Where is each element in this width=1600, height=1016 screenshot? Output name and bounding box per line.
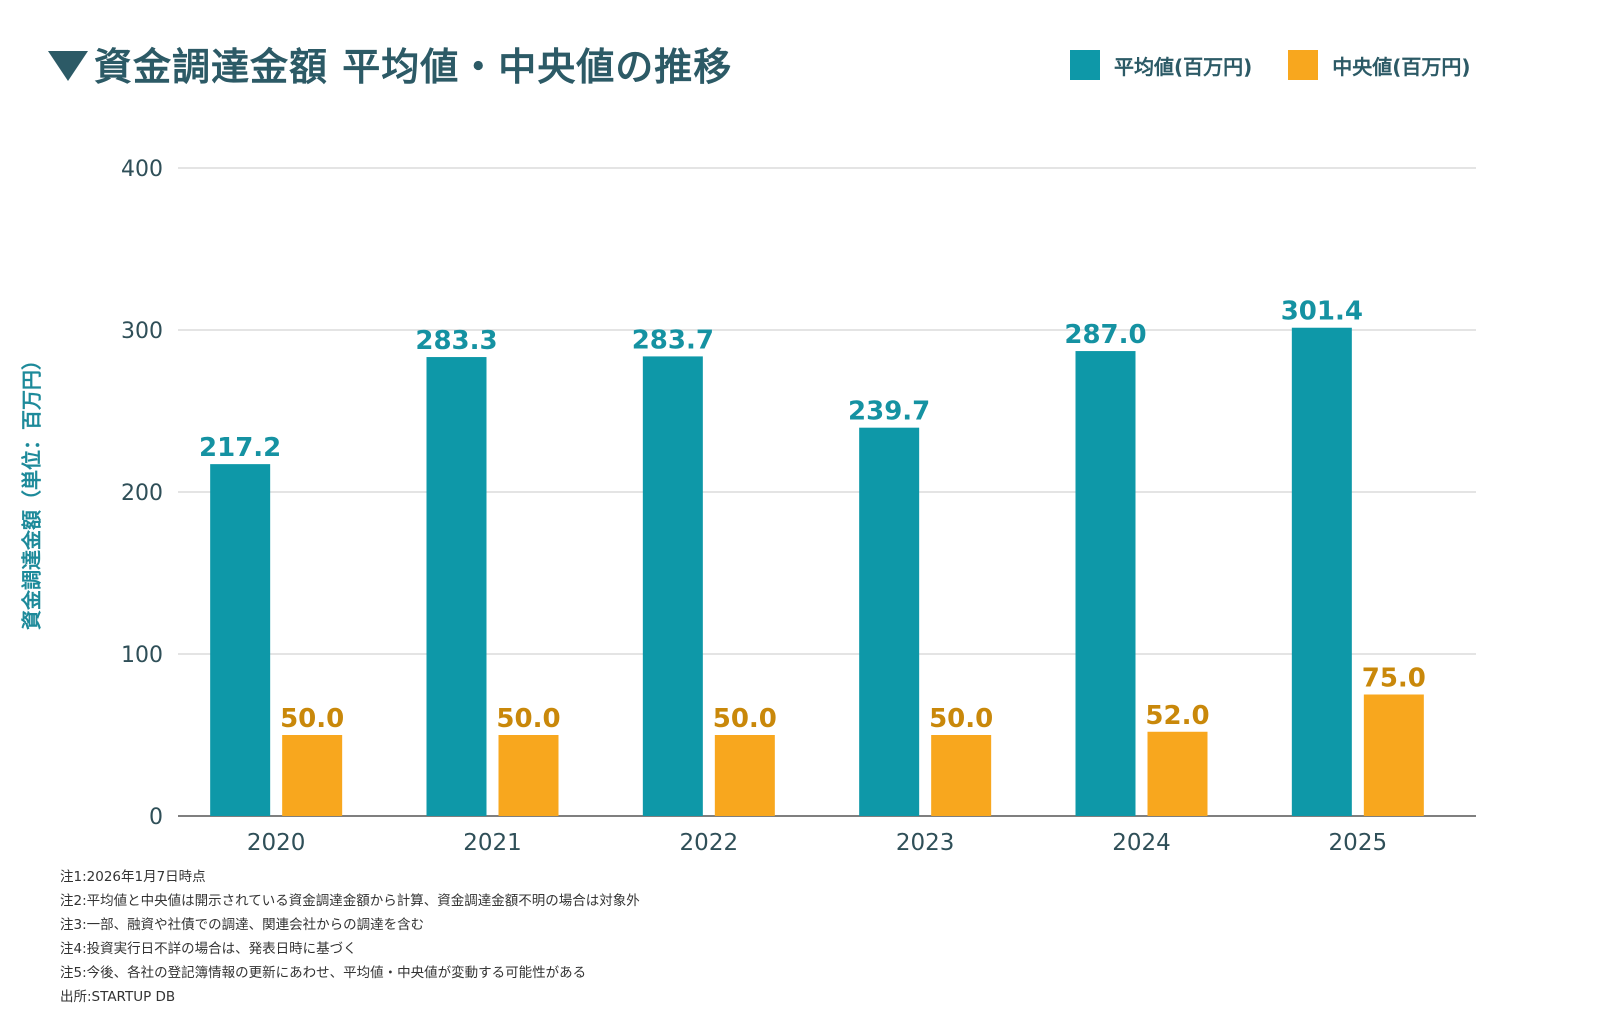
data-label-median: 75.0 <box>1362 664 1426 694</box>
footnote: 注4:投資実行日不詳の場合は、発表日時に基づく <box>60 941 357 957</box>
footnote: 注2:平均値と中央値は開示されている資金調達金額から計算、資金調達金額不明の場合… <box>60 893 640 909</box>
data-label-median: 50.0 <box>713 704 777 734</box>
bar-median <box>282 735 343 816</box>
bar-mean <box>1291 327 1352 816</box>
data-label-mean: 283.7 <box>632 325 714 355</box>
x-tick-label: 2022 <box>680 830 739 856</box>
y-tick-label: 200 <box>121 481 163 506</box>
data-label-mean: 239.7 <box>848 397 930 427</box>
bar-median <box>931 735 992 816</box>
footnote: 注5:今後、各社の登記簿情報の更新にあわせ、平均値・中央値が変動する可能性がある <box>60 965 587 981</box>
data-label-median: 50.0 <box>280 704 344 734</box>
legend-item-mean: 平均値(百万円) <box>1070 50 1252 80</box>
y-tick-label: 100 <box>121 643 163 668</box>
footnote: 注3:一部、融資や社債での調達、関連会社からの調達を含む <box>60 917 425 933</box>
legend-swatch-mean <box>1070 50 1100 80</box>
data-label-median: 50.0 <box>496 704 560 734</box>
y-tick-label: 400 <box>121 157 163 182</box>
data-label-mean: 287.0 <box>1064 320 1146 350</box>
data-label-mean: 301.4 <box>1281 297 1363 327</box>
bar-mean <box>210 464 271 816</box>
bar-median <box>714 735 775 816</box>
footnotes: 注1:2026年1月7日時点 注2:平均値と中央値は開示されている資金調達金額か… <box>60 865 640 1009</box>
bar-mean <box>1075 351 1136 816</box>
footnote-source: 出所:STARTUP DB <box>60 989 176 1005</box>
bar-median <box>1363 694 1424 816</box>
x-tick-label: 2024 <box>1112 830 1171 856</box>
legend-label-mean: 平均値(百万円) <box>1114 54 1253 79</box>
x-tick-label: 2023 <box>896 830 955 856</box>
data-label-mean: 283.3 <box>415 326 497 356</box>
data-label-mean: 217.2 <box>199 433 281 463</box>
data-label-median: 52.0 <box>1145 701 1209 731</box>
bar-mean <box>859 427 920 816</box>
data-label-median: 50.0 <box>929 704 993 734</box>
x-tick-label: 2020 <box>247 830 306 856</box>
legend: 平均値(百万円) 中央値(百万円) <box>1070 50 1507 80</box>
footnote: 注1:2026年1月7日時点 <box>60 869 206 885</box>
bar-median <box>498 735 559 816</box>
y-tick-label: 300 <box>121 319 163 344</box>
legend-swatch-median <box>1288 50 1319 80</box>
bar-chart: 0 100 200 300 400 217.2 50.0 2020 283.3 50.0 2021 2… <box>121 157 1476 856</box>
triangle-down-icon <box>48 50 88 81</box>
chart-title: 資金調達金額 平均値・中央値の推移 <box>48 36 732 91</box>
bar-median <box>1147 731 1208 816</box>
chart-title-text: 資金調達金額 平均値・中央値の推移 <box>94 45 733 89</box>
x-tick-label: 2025 <box>1329 830 1388 856</box>
bar-mean <box>642 356 703 816</box>
bar-mean <box>426 357 487 816</box>
legend-item-median: 中央値(百万円) <box>1288 50 1471 80</box>
legend-label-median: 中央値(百万円) <box>1332 54 1471 79</box>
y-tick-label: 0 <box>149 805 163 830</box>
x-tick-label: 2021 <box>463 830 522 856</box>
